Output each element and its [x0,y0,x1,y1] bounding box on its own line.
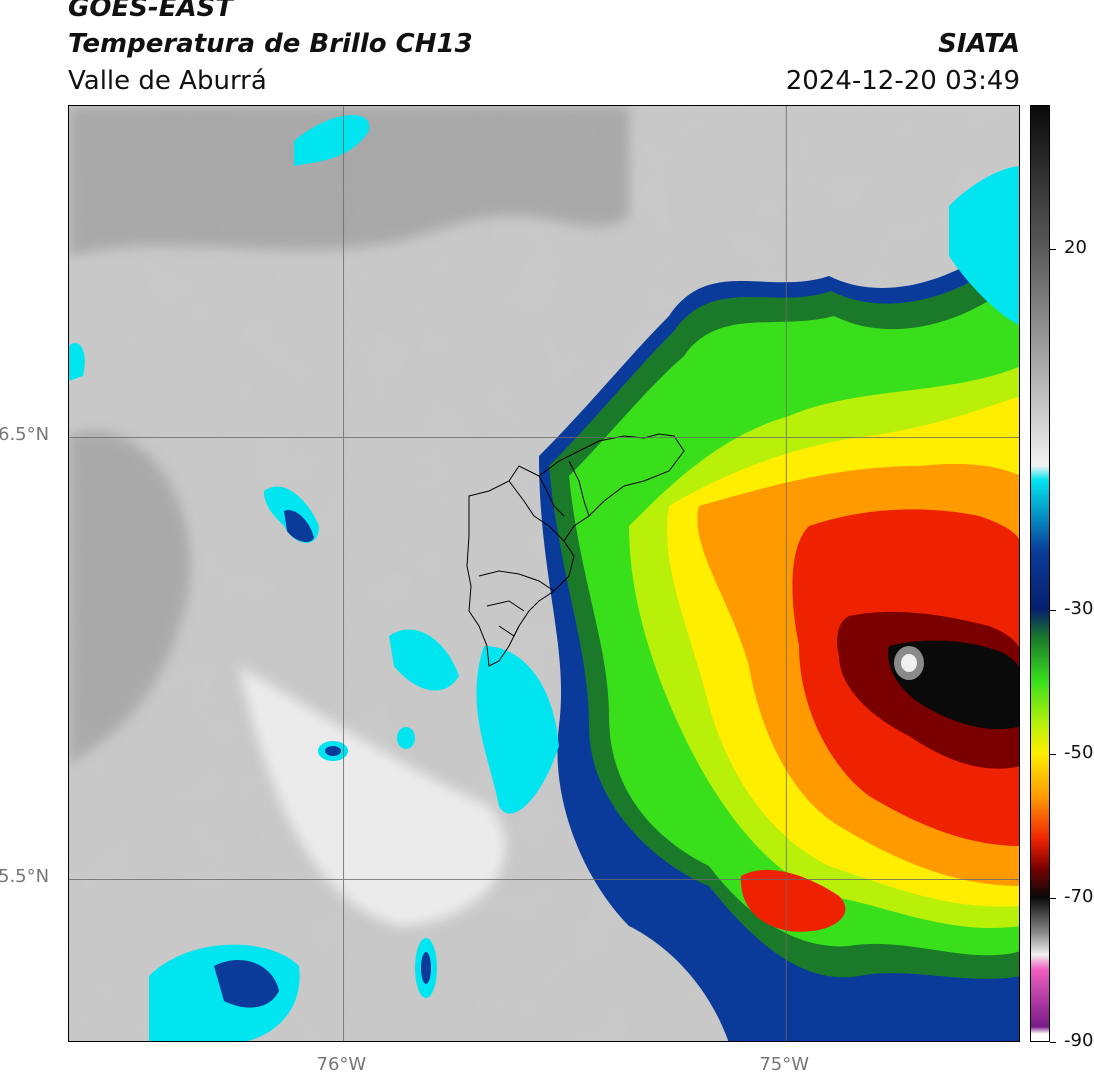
boundary-line-5 [486,600,525,612]
municipal-boundaries [466,433,685,667]
cell-small-2 [397,727,415,749]
colorbar-tick [1050,898,1056,899]
colorbar-tick-label: -50 [1064,742,1094,763]
boundary-line-6 [498,625,520,637]
warm-band-north [69,106,629,256]
lat-label-5-5n: 5.5°N [0,866,50,888]
scattered-cells [69,114,1019,1041]
cell-west-1-core [284,510,314,542]
title-satellite: GOES-EAST [68,0,234,23]
colorbar-tick-label: -70 [1064,886,1094,907]
colorbar-tick [1050,754,1056,755]
colorbar-tick-label: -90 [1064,1030,1094,1051]
overshooting-top-core [901,654,917,672]
colorbar [1030,105,1050,1042]
subtitle-region: Valle de Aburrá [68,66,267,96]
boundary-line-2 [568,460,590,517]
cell-central [389,629,459,691]
cell-small-1-core [325,746,341,756]
brand-label: SIATA [938,29,1020,59]
cell-west-edge [69,342,85,381]
colorbar-tick-label: 20 [1064,237,1087,258]
colorbar-tick-label: -30 [1064,598,1094,619]
cell-north [294,114,370,166]
cell-south-small-core [421,952,431,984]
lat-label-6-5n: 6.5°N [0,424,50,446]
map-canvas [69,106,1019,1041]
colorbar-tick [1050,249,1056,250]
boundary-line-3 [538,475,565,517]
satellite-map[interactable] [68,105,1020,1042]
secondary-cell-south [740,869,846,932]
boundary-line-1 [508,480,565,542]
title-product: Temperatura de Brillo CH13 [68,29,473,59]
timestamp: 2024-12-20 03:49 [785,66,1020,96]
cool-cloud-south [239,666,506,926]
cell-southcentral [476,646,559,814]
lon-label-75w: 75°W [759,1054,810,1075]
boundary-outline [466,433,685,667]
cell-southwest-core [214,960,279,1008]
colorbar-tick [1050,1042,1056,1043]
warm-band-west [69,431,191,766]
lon-label-76w: 76°W [316,1054,367,1075]
gridlines [69,106,1019,1041]
boundary-line-4 [478,570,555,592]
colorbar-tick [1050,610,1056,611]
cell-northeast [949,166,1019,325]
